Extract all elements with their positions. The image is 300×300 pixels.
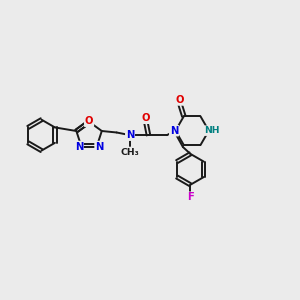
Text: N: N [75, 142, 83, 152]
Text: N: N [170, 126, 178, 136]
Text: N: N [95, 142, 103, 152]
Text: O: O [141, 113, 150, 123]
Text: N: N [126, 130, 134, 140]
Text: O: O [85, 116, 93, 126]
Text: CH₃: CH₃ [121, 148, 140, 158]
Text: F: F [187, 192, 194, 202]
Text: O: O [175, 95, 184, 105]
Text: NH: NH [205, 126, 220, 135]
